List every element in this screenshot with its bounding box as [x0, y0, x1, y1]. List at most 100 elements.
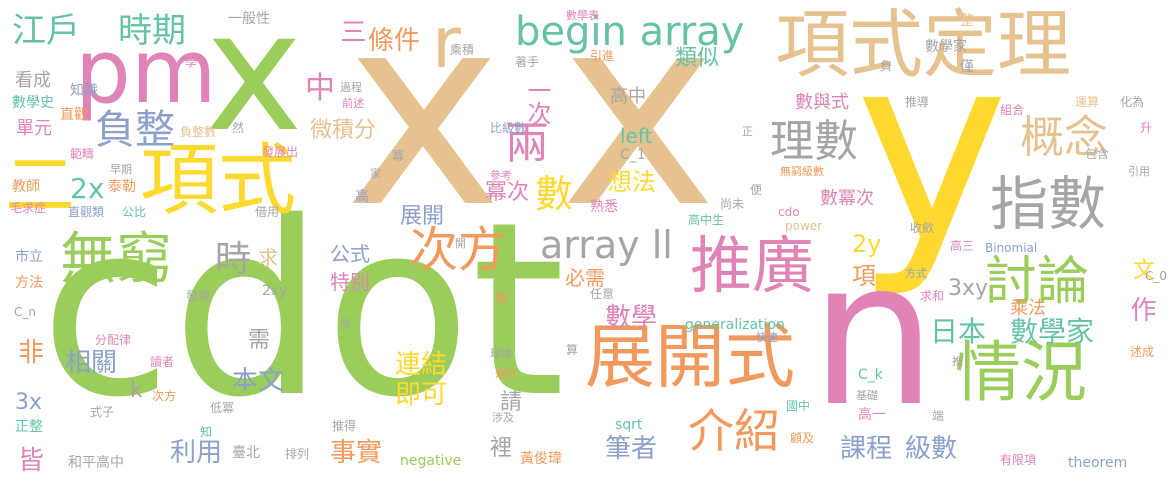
word-tui: 推	[952, 355, 963, 368]
word-gainian: 概念	[1020, 112, 1108, 163]
word-begin-array: begin array	[515, 9, 745, 55]
word-shangwei: 尚未	[720, 197, 745, 211]
word-chengji: 乘積	[450, 43, 475, 57]
word-shumici: 數冪次	[820, 188, 874, 209]
word-duzhe: 讀者	[150, 355, 175, 369]
word-wen: 文	[1129, 258, 1154, 279]
word-er: 二	[5, 144, 75, 226]
word-chengfa: 乘法	[1010, 298, 1046, 319]
word-renyi: 任意	[590, 287, 615, 301]
word-liyong: 利用	[170, 438, 223, 468]
word-jichu: 基礎	[856, 389, 878, 402]
word-yinyong: 引用	[1128, 165, 1150, 178]
word-guocheng: 過程	[340, 81, 362, 94]
word-mici: 冪次	[485, 180, 530, 205]
word-weijifen: 微積分	[310, 118, 377, 143]
word-sheji: 涉及	[492, 411, 514, 424]
word-jiaoshi: 教師	[12, 179, 40, 195]
word-zhankaishi: 展開式	[585, 316, 795, 398]
word-zhiguan: 直觀	[60, 107, 88, 123]
word-huangjunwei: 黃俊瑋	[520, 451, 562, 467]
word-sheng: 升	[1140, 121, 1153, 135]
word-cdo: cdo	[778, 205, 800, 219]
word-shuxuejia2: 數學家	[925, 39, 967, 55]
word-shihe: 適合	[495, 367, 517, 380]
word-zhishou: 著手	[515, 55, 540, 69]
word-qiuhe: 求和	[920, 289, 945, 303]
word-san: 三	[336, 18, 366, 43]
word-x-1: x	[345, 0, 502, 266]
word-tuiguang: 推廣	[690, 229, 815, 302]
word-faxian: 發現	[186, 289, 211, 303]
word-r: r	[432, 2, 461, 84]
word-array-ll: array ll	[540, 223, 673, 267]
word-shuxue: 數學	[605, 303, 658, 333]
word-zuo: 作	[1126, 296, 1156, 321]
word-3xy: 3xy	[948, 276, 989, 301]
word-cdot: cdot	[40, 170, 566, 450]
word-dimi: 低冪	[210, 401, 235, 415]
word-tuijin: 推導	[905, 95, 930, 109]
word-ck: C_k	[858, 367, 883, 383]
word-fanchou: 範疇	[70, 147, 95, 161]
word-xu: 需	[248, 328, 271, 353]
word-yinjin: 引進	[590, 49, 615, 63]
word-tebie: 特別	[330, 270, 370, 294]
word-bian: 便	[750, 183, 763, 197]
word-kuaisu: 快速	[756, 331, 778, 344]
word-gaozhong: 高中	[610, 86, 646, 107]
word-qing: 請	[500, 390, 523, 415]
word-bizhe: 筆者	[605, 434, 658, 464]
word-suan: 算	[566, 343, 579, 357]
word-bixu: 必需	[565, 266, 605, 290]
word-jiechu: 借用	[255, 205, 280, 219]
word-xiangguan: 相關	[65, 348, 118, 378]
word-xiangfa: 想法	[608, 168, 656, 196]
word-2x: 2x	[70, 172, 105, 205]
word-2y: 2y	[852, 230, 882, 258]
word-ciwang: 次方	[410, 222, 507, 278]
word-power: power	[785, 219, 823, 233]
word-xiang: 項	[852, 262, 876, 290]
word-shuxuejia: 數學家	[1010, 315, 1095, 348]
word-cn: C_n	[14, 305, 36, 319]
word-gaosan: 高三	[950, 239, 975, 253]
word-shuxuebiao: 數學表	[566, 9, 599, 22]
word-zhiguanlei: 直觀類	[68, 205, 105, 219]
word-shiqi: 時期	[118, 11, 186, 51]
word-xiangshi: 項式	[140, 136, 297, 226]
word-zheng2: 正	[742, 125, 753, 138]
word-zhengzheng: 正整	[15, 419, 43, 435]
word-shucheng: 述成	[1130, 345, 1155, 359]
word-ran: 然	[232, 121, 245, 135]
word-li: 裡	[490, 436, 513, 461]
word-sqrt: sqrt	[615, 417, 643, 433]
word-mi: 冪	[392, 149, 405, 163]
word-zhishu: 指數	[990, 170, 1107, 238]
word-n: n	[810, 218, 937, 451]
word-jishu: 級數	[905, 434, 958, 464]
word-kancheng: 看成	[15, 70, 51, 91]
word-zhankai: 展開	[400, 204, 445, 229]
word-duan: 端	[932, 409, 945, 423]
word-fazhanchu: 發展出	[262, 145, 299, 159]
word-guji: 顧及	[790, 431, 815, 445]
word-fuzhengshu: 負整數	[180, 125, 217, 139]
word-shuyushi: 數與式	[795, 92, 849, 113]
word-lianjie: 連結	[395, 350, 448, 380]
word-tiaojian: 條件	[368, 26, 421, 56]
word-shuxi: 熟悉	[590, 199, 618, 215]
word-gaozhongsheng: 高中生	[688, 213, 725, 227]
word-shang: 尚	[340, 317, 351, 330]
word-wuqiongjishu: 無窮級數	[780, 165, 824, 178]
word-fangfa: 方法	[15, 275, 43, 291]
word-tuide: 推得	[332, 419, 357, 433]
word-shuxueshi: 數學史	[12, 95, 54, 111]
word-jike: 即可	[395, 380, 448, 410]
word-y: y	[855, 0, 1009, 301]
word-gaoyi: 高一	[858, 407, 886, 423]
word-binomial: Binomial	[985, 241, 1038, 255]
word-fu: 負	[880, 59, 893, 73]
word-zaoqi: 早期	[110, 163, 132, 176]
